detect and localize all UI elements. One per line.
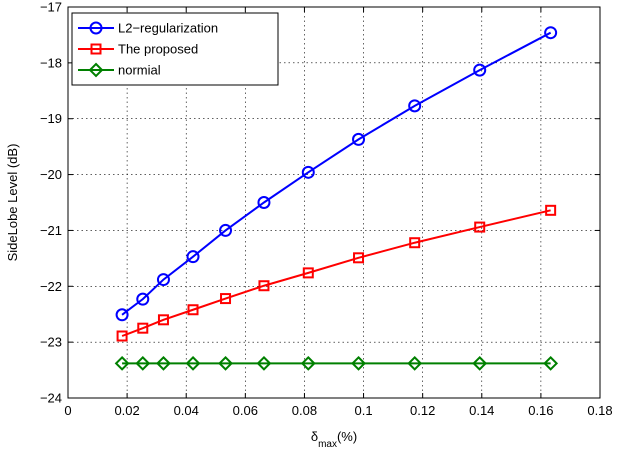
series-line-circle	[121, 31, 552, 316]
legend-label: L2−regularization	[118, 21, 218, 36]
legend-label: normial	[118, 63, 161, 78]
data-point-circle	[115, 308, 129, 322]
series-circle	[115, 26, 558, 322]
legend-entry: L2−regularization	[78, 21, 218, 36]
data-point-circle	[136, 292, 150, 306]
data-point-diamond	[218, 355, 233, 371]
data-point-diamond	[135, 355, 151, 371]
data-point-diamond	[543, 355, 559, 371]
data-point-diamond	[351, 355, 366, 371]
data-point-circle	[186, 250, 200, 264]
x-tick-label: 0.04	[174, 403, 199, 418]
data-point-circle	[352, 132, 366, 146]
series-layer	[114, 26, 559, 371]
data-point-circle	[473, 63, 487, 77]
y-axis-label: SideLobe Level (dB)	[5, 144, 20, 262]
data-point-square	[116, 330, 128, 342]
data-point-square	[353, 252, 365, 264]
x-axis-label-sub: max	[318, 439, 337, 450]
data-point-circle	[301, 165, 315, 179]
data-point-square	[409, 237, 421, 249]
x-tick-label: 0.14	[469, 403, 494, 418]
data-point-diamond	[256, 355, 272, 371]
data-point-square	[137, 322, 149, 334]
series-square	[116, 204, 557, 342]
data-point-square	[187, 304, 199, 316]
data-point-square	[157, 314, 169, 326]
y-tick-label: −23	[40, 335, 62, 350]
series-line-square	[121, 209, 551, 337]
data-point-circle	[156, 273, 170, 287]
data-point-diamond	[156, 355, 171, 371]
data-point-diamond	[114, 355, 130, 371]
axis-ticks: 0 0.02 0.04 0.06 0.08 0.1 0.12 0.14 0.16 0.18 −24 −…	[40, 0, 613, 418]
data-point-circle	[544, 26, 558, 40]
x-tick-label: 0	[64, 403, 71, 418]
data-point-square	[302, 267, 314, 279]
legend-marker	[89, 21, 103, 35]
x-axis-label: δmax(%)	[311, 429, 357, 450]
data-point-circle	[257, 196, 271, 209]
legend: L2−regularization The proposed normial	[71, 12, 279, 86]
y-tick-label: −20	[40, 167, 62, 182]
x-axis-label-suffix: (%)	[337, 429, 357, 444]
series-diamond	[114, 355, 559, 371]
legend-label: The proposed	[118, 42, 198, 57]
y-tick-label: −24	[40, 391, 62, 406]
data-point-square	[220, 293, 232, 305]
data-point-square	[258, 280, 270, 292]
x-tick-label: 0.06	[233, 403, 258, 418]
x-tick-label: 0.02	[114, 403, 139, 418]
y-tick-label: −19	[40, 111, 62, 126]
x-axis-label-main: δ	[311, 429, 318, 444]
y-tick-label: −17	[40, 0, 62, 15]
data-point-diamond	[407, 355, 423, 371]
x-tick-label: 0.12	[410, 403, 435, 418]
x-tick-label: 0.16	[528, 403, 553, 418]
y-tick-label: −22	[40, 279, 62, 294]
x-tick-label: 0.08	[292, 403, 317, 418]
data-point-circle	[219, 223, 233, 237]
data-point-square	[545, 204, 557, 216]
legend-entry: The proposed	[78, 42, 198, 57]
data-point-circle	[408, 99, 422, 113]
legend-marker	[90, 43, 102, 55]
data-point-diamond	[185, 355, 201, 371]
data-point-diamond	[300, 355, 316, 371]
x-tick-label: 0.1	[355, 403, 373, 418]
x-tick-label: 0.18	[587, 403, 612, 418]
y-tick-label: −18	[40, 55, 62, 70]
legend-entry: normial	[78, 63, 161, 78]
legend-marker	[88, 62, 104, 78]
data-point-diamond	[472, 355, 488, 371]
data-point-square	[474, 221, 486, 233]
plot-frame	[67, 6, 601, 399]
grid-lines	[68, 7, 600, 398]
y-tick-label: −21	[40, 223, 62, 238]
